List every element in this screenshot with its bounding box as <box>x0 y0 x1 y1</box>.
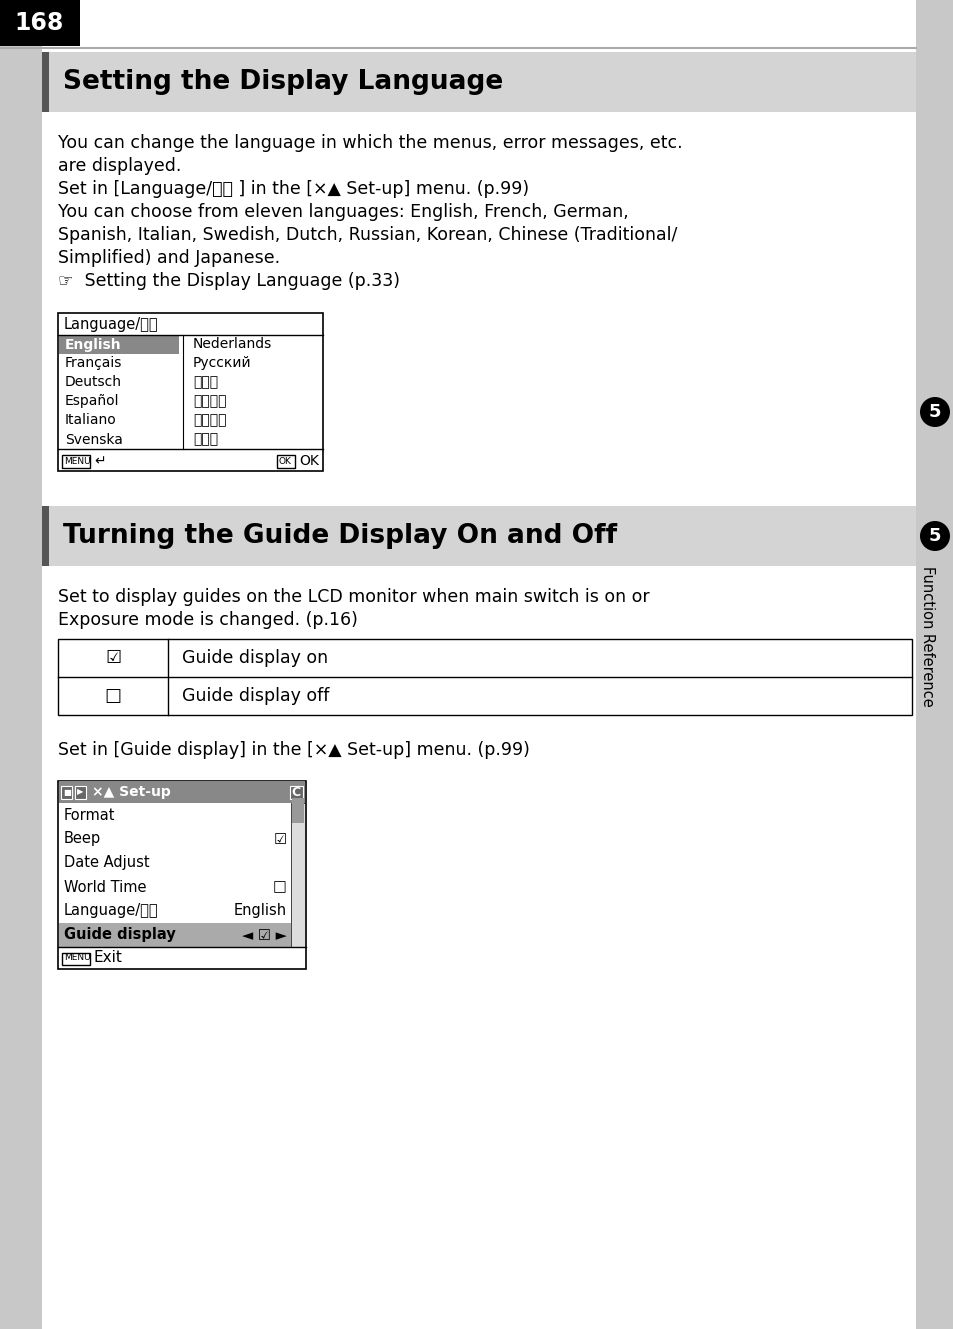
Text: Format: Format <box>64 808 115 823</box>
Bar <box>59 781 305 803</box>
Bar <box>59 335 179 354</box>
Text: Svenska: Svenska <box>65 432 123 447</box>
Text: English: English <box>65 338 121 351</box>
Text: ☑: ☑ <box>105 649 121 667</box>
Text: ◄ ☑ ►: ◄ ☑ ► <box>242 928 287 942</box>
Text: Exit: Exit <box>94 950 123 965</box>
Text: World Time: World Time <box>64 880 147 894</box>
Text: 中文简体: 中文简体 <box>193 413 226 428</box>
Text: Italiano: Italiano <box>65 413 116 428</box>
Text: □: □ <box>273 880 287 894</box>
Text: You can change the language in which the menus, error messages, etc.: You can change the language in which the… <box>58 134 682 152</box>
Bar <box>42 52 915 112</box>
Text: Beep: Beep <box>64 832 101 847</box>
Bar <box>0 0 80 47</box>
Text: Guide display off: Guide display off <box>182 687 329 704</box>
Text: MENU: MENU <box>64 953 91 962</box>
Text: Setting the Display Language: Setting the Display Language <box>63 69 503 94</box>
Text: You can choose from eleven languages: English, French, German,: You can choose from eleven languages: En… <box>58 203 628 221</box>
FancyBboxPatch shape <box>62 953 90 965</box>
Circle shape <box>919 521 949 552</box>
FancyBboxPatch shape <box>290 785 303 799</box>
FancyBboxPatch shape <box>61 785 71 799</box>
Text: Nederlands: Nederlands <box>193 338 272 351</box>
FancyBboxPatch shape <box>62 455 90 468</box>
Text: Date Adjust: Date Adjust <box>64 856 150 870</box>
Bar <box>58 781 306 969</box>
Bar <box>58 314 323 470</box>
Bar <box>58 639 911 715</box>
Text: ☞  Setting the Display Language (p.33): ☞ Setting the Display Language (p.33) <box>58 272 399 290</box>
Text: MENU: MENU <box>64 456 91 465</box>
Text: Guide display on: Guide display on <box>182 649 328 667</box>
Text: Set in [Language/言語 ] in the [×▲ Set-up] menu. (p.99): Set in [Language/言語 ] in the [×▲ Set-up]… <box>58 179 529 198</box>
Text: ↵: ↵ <box>94 455 106 468</box>
Text: ×▲ Set-up: ×▲ Set-up <box>91 785 171 799</box>
Text: are displayed.: are displayed. <box>58 157 181 175</box>
Text: ☑: ☑ <box>274 832 287 847</box>
Text: 中文繁體: 中文繁體 <box>193 395 226 408</box>
Bar <box>0 0 42 1329</box>
Text: Set in [Guide display] in the [×▲ Set-up] menu. (p.99): Set in [Guide display] in the [×▲ Set-up… <box>58 742 529 759</box>
Bar <box>42 506 915 566</box>
Bar <box>42 52 49 112</box>
Text: Русский: Русский <box>193 356 252 371</box>
Text: Exposure mode is changed. (p.16): Exposure mode is changed. (p.16) <box>58 611 357 629</box>
Text: Language/言語: Language/言語 <box>64 316 158 331</box>
Text: Turning the Guide Display On and Off: Turning the Guide Display On and Off <box>63 524 617 549</box>
Text: 168: 168 <box>14 11 63 35</box>
Text: C: C <box>291 785 300 799</box>
Bar <box>292 797 304 823</box>
Text: Deutsch: Deutsch <box>65 376 122 389</box>
Text: Set to display guides on the LCD monitor when main switch is on or: Set to display guides on the LCD monitor… <box>58 587 649 606</box>
Text: Simplified) and Japanese.: Simplified) and Japanese. <box>58 249 280 267</box>
Text: OK: OK <box>298 455 318 468</box>
Text: ■: ■ <box>63 788 71 796</box>
Text: 한국어: 한국어 <box>193 376 218 389</box>
Text: Language/言語: Language/言語 <box>64 904 158 918</box>
Bar <box>915 0 953 1329</box>
Bar <box>59 924 291 948</box>
Text: English: English <box>233 904 287 918</box>
Text: Guide display: Guide display <box>64 928 175 942</box>
Text: ▶: ▶ <box>77 788 84 796</box>
FancyBboxPatch shape <box>276 455 294 468</box>
Text: 5: 5 <box>928 528 941 545</box>
FancyBboxPatch shape <box>75 785 86 799</box>
Text: Español: Español <box>65 395 119 408</box>
Text: Français: Français <box>65 356 122 371</box>
Bar <box>291 803 305 948</box>
Circle shape <box>919 397 949 427</box>
Bar <box>42 506 49 566</box>
Text: 日本語: 日本語 <box>193 432 218 447</box>
Text: □: □ <box>105 687 121 704</box>
Text: OK: OK <box>278 456 292 465</box>
Text: Function Reference: Function Reference <box>919 566 934 707</box>
Text: Spanish, Italian, Swedish, Dutch, Russian, Korean, Chinese (Traditional/: Spanish, Italian, Swedish, Dutch, Russia… <box>58 226 677 245</box>
Text: 5: 5 <box>928 403 941 421</box>
